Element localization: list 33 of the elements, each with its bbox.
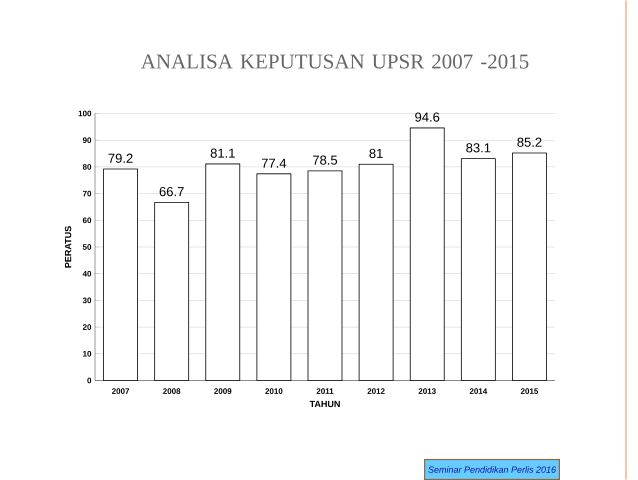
y-tick-label: 50 [82, 244, 92, 250]
data-label: 94.6 [415, 112, 440, 122]
x-tick-label: 2010 [265, 388, 282, 394]
x-axis-title: TAHUN [310, 400, 340, 408]
data-label: 81 [369, 148, 383, 158]
x-tick-label: 2012 [367, 388, 385, 394]
x-tick-label: 2009 [214, 388, 232, 394]
y-tick-label: 0 [87, 378, 92, 384]
x-tick-label: 2007 [112, 388, 130, 394]
data-label: 66.7 [160, 186, 184, 196]
y-tick-label: 20 [82, 324, 92, 330]
data-label: 85.2 [517, 138, 542, 147]
y-axis-title: PERATUS [64, 226, 72, 268]
data-label: 79.2 [108, 154, 133, 163]
chart-title: ANALISA KEPUTUSAN UPSR 2007 -2015 [140, 54, 528, 69]
x-tick-label: 2014 [470, 388, 488, 394]
y-tick-label: 90 [82, 137, 92, 143]
data-label: 77.4 [262, 158, 286, 168]
y-tick-label: 60 [82, 217, 92, 224]
data-label: 83.1 [466, 143, 490, 152]
y-tick-label: 70 [82, 190, 92, 196]
y-tick-label: 100 [78, 110, 92, 116]
x-tick-label: 2013 [418, 388, 436, 394]
text: Seminar Pendidikan Perlis 2016 [428, 466, 556, 473]
y-tick-label: 10 [83, 350, 92, 357]
y-tick-label: 30 [82, 298, 92, 304]
x-tick-label: 2008 [163, 388, 180, 394]
y-tick-label: 40 [82, 270, 92, 276]
x-tick-label: 2015 [520, 388, 538, 394]
data-label: 78.5 [313, 155, 338, 165]
y-tick-label: 80 [82, 164, 92, 170]
x-tick-label: 2011 [316, 388, 334, 394]
data-label: 81.1 [210, 148, 235, 158]
